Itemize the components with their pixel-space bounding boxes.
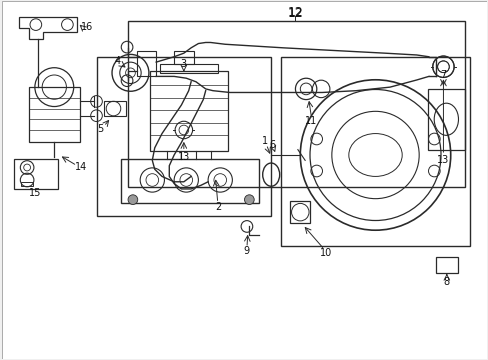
Text: 11: 11 [305, 116, 317, 126]
Text: 5: 5 [97, 124, 103, 134]
Text: 10: 10 [319, 248, 331, 258]
Text: 6: 6 [268, 140, 275, 150]
Text: 1: 1 [261, 136, 267, 147]
Text: 2: 2 [215, 202, 222, 212]
Text: 4: 4 [114, 57, 120, 66]
Text: 13: 13 [436, 156, 448, 165]
Circle shape [128, 195, 138, 204]
Text: 15: 15 [29, 188, 41, 198]
Text: 7: 7 [439, 69, 446, 80]
Text: 8: 8 [443, 277, 449, 287]
Circle shape [244, 195, 254, 204]
Text: 12: 12 [287, 6, 303, 19]
Text: 16: 16 [81, 22, 93, 32]
Text: 3: 3 [181, 59, 186, 69]
Text: 13: 13 [177, 152, 189, 162]
Text: 12: 12 [287, 8, 303, 21]
Text: 14: 14 [75, 162, 87, 172]
Text: 9: 9 [244, 247, 249, 256]
